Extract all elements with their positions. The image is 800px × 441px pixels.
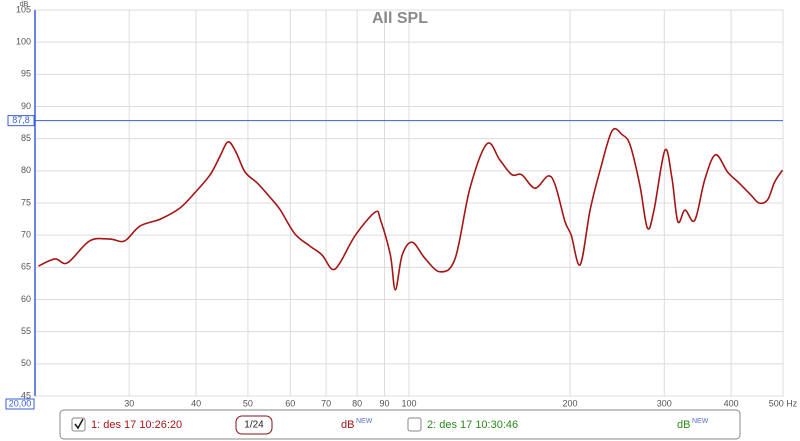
unit[interactable]: dB — [341, 419, 354, 431]
x-tick-label: 100 — [401, 398, 416, 408]
smoothing[interactable]: 1/24 — [244, 420, 264, 431]
y-tick-label: 105 — [16, 4, 31, 14]
y-tick-label: 45 — [21, 390, 31, 400]
y-tick-label: 65 — [21, 262, 31, 272]
y-tick-label: 85 — [21, 133, 31, 143]
x-tick-label: 500 Hz — [769, 398, 798, 408]
x-tick-label: 70 — [321, 398, 331, 408]
legend-entry[interactable]: 2: des 17 10:30:46 — [427, 419, 518, 431]
y-cursor-label: 87,8 — [12, 115, 30, 125]
smoothing-box[interactable] — [235, 415, 273, 435]
y-tick-label: 80 — [21, 165, 31, 175]
checkmark — [74, 418, 84, 430]
x-tick-label: 40 — [191, 398, 201, 408]
unit-tag: NEW — [692, 418, 709, 425]
y-tick-label: 60 — [21, 294, 31, 304]
x-tick-label: 200 — [563, 398, 578, 408]
x-tick-label: 400 — [724, 398, 739, 408]
y-tick-label: 55 — [21, 326, 31, 336]
cursors: 87,8 20,00 — [5, 10, 783, 410]
y-tick-label: 75 — [21, 197, 31, 207]
x-cursor-box — [5, 398, 35, 410]
y-tick-label: 100 — [16, 37, 31, 47]
checkbox[interactable] — [407, 417, 422, 432]
chart-title: All SPL — [372, 10, 428, 27]
x-tick-label: 80 — [352, 398, 362, 408]
x-tick-label: 90 — [380, 398, 390, 408]
unit-tag: NEW — [356, 418, 373, 425]
legend-entry[interactable]: 1: des 17 10:26:20 — [91, 419, 182, 431]
unit[interactable]: dB — [677, 419, 690, 431]
x-tick-label: 50 — [243, 398, 253, 408]
y-tick-label: 95 — [21, 69, 31, 79]
x-tick-label: 30 — [124, 398, 134, 408]
series-line — [38, 127, 784, 291]
y-cursor-box — [7, 115, 35, 127]
legend-box — [59, 409, 741, 440]
ticks: 45 50 55 60 65 70 75 80 85 90 95 100 105 30 40 50 60 70 80… — [16, 4, 798, 408]
y-axis-label: dB — [20, 1, 29, 8]
lines — [38, 127, 784, 291]
y-tick-label: 90 — [21, 101, 31, 111]
x-cursor-label: 20,00 — [9, 398, 32, 408]
grid — [35, 9, 784, 397]
y-tick-label: 50 — [21, 358, 31, 368]
x-tick-label: 300 — [657, 398, 672, 408]
y-tick-label: 70 — [21, 230, 31, 240]
x-tick-label: 60 — [285, 398, 295, 408]
legend: 1: des 17 10:26:20 1/24 dB NEW 2: des 17… — [59, 409, 741, 440]
